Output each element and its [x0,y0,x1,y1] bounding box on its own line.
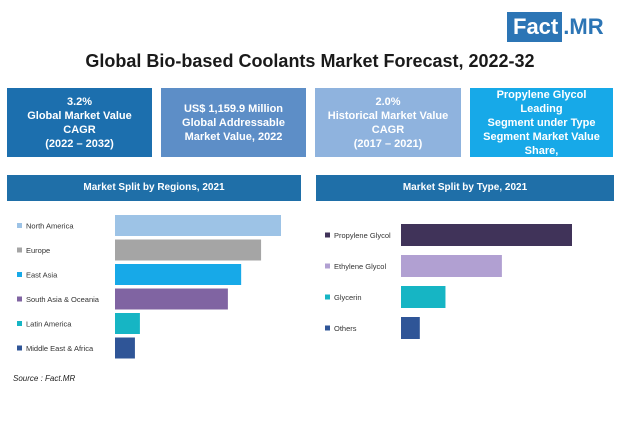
bar [401,317,420,339]
kpi-box-4-line: 51.2% [525,74,558,87]
type-chart-header: Market Split by Type, 2021 [316,175,614,201]
bar [115,313,140,334]
category-label: Ethylene Glycol [334,262,386,271]
legend-swatch [325,325,330,331]
page-title: Global Bio-based Coolants Market Forecas… [85,51,535,71]
kpi-box-4-line: Segment Market Value Share, [483,130,600,157]
logo-mr-text: .MR [563,14,604,39]
category-label: Middle East & Africa [26,344,94,353]
logo-fact-text: Fact [507,12,563,42]
source-note: Source : Fact.MR [13,374,76,383]
kpi-box-1-line: Global Market Value [27,109,132,122]
category-label: South Asia & Oceania [26,295,100,304]
kpi-box-2-line: Market Value, 2022 [184,130,283,143]
bar [115,239,262,261]
kpi-box-3-line: (2017 – 2021) [353,137,423,150]
legend-swatch [325,294,330,300]
category-label: Propylene Glycol [334,231,391,240]
legend-swatch [17,296,22,302]
type-bar-chart: Propylene Glycol Ethylene Glycol Glycerin O… [325,224,572,339]
legend-swatch [17,321,22,326]
kpi-box-3-line: 2.0% [375,95,401,108]
kpi-box-1-line: (2022 – 2032) [45,137,114,150]
bar [115,288,228,310]
kpi-box-1: 3.2% Global Market Value CAGR (2022 – 2032) [7,88,152,157]
bar [401,224,572,246]
legend-swatch [17,345,22,351]
category-label: North America [26,222,74,231]
kpi-box-4: 51.2% Propylene Glycol Leading Segment und… [470,75,613,171]
kpi-box-3: 2.0% Historical Market Value CAGR (2017 – 2… [315,88,461,157]
kpi-box-1-line: 3.2% [66,95,93,108]
bar [115,215,281,236]
bar [401,286,446,308]
kpi-box-2-line: US$ 1,159.9 Million [183,102,284,115]
kpi-box-3-line: CAGR [371,123,405,136]
bar [115,264,242,285]
kpi-box-2-line: Global Addressable [182,116,285,129]
kpi-box-3-line: Historical Market Value [327,109,449,122]
bar [401,255,502,277]
kpi-box-1-line: CAGR [63,123,96,136]
category-label: Latin America [26,320,72,329]
fact-mr-logo: Fact .MR [507,12,604,42]
category-label: Glycerin [334,293,362,302]
kpi-box-4-line: 2021 [529,158,554,171]
category-label: Others [334,324,357,333]
legend-swatch [17,272,22,277]
legend-swatch [325,263,330,269]
legend-swatch [17,223,22,228]
regions-bar-chart: North America Europe East Asia South Asia &… [17,215,281,359]
kpi-box-4-line: Segment under Type [487,116,596,129]
legend-swatch [325,232,330,238]
regions-chart-header: Market Split by Regions, 2021 [7,175,301,201]
category-label: East Asia [26,271,58,280]
kpi-box-4-line: Propylene Glycol Leading [496,88,587,115]
kpi-box-2: US$ 1,159.9 Million Global Addressable Mar… [161,88,306,157]
category-label: Europe [26,246,50,255]
bar [115,337,135,359]
legend-swatch [17,247,22,253]
